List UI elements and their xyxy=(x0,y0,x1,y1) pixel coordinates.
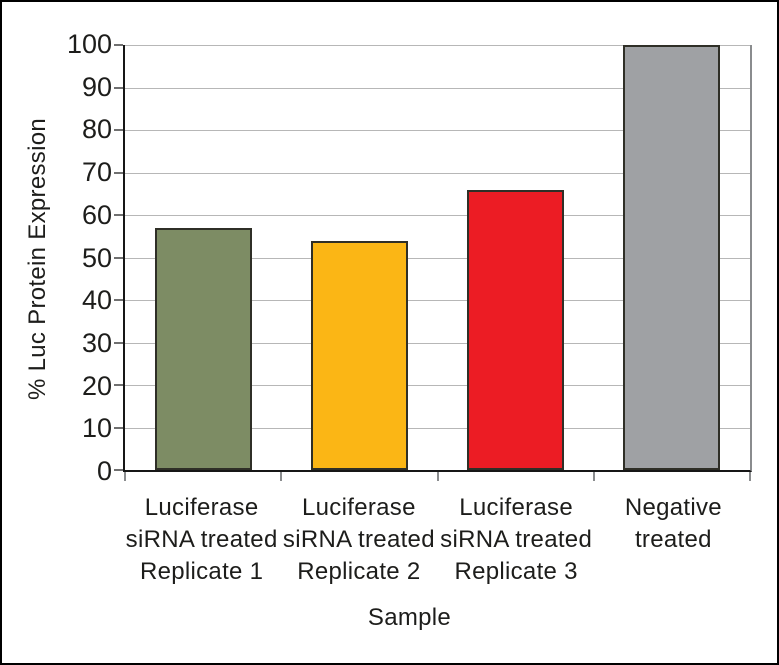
gridline-40 xyxy=(125,300,750,301)
y-tick-label-0: 0 xyxy=(96,456,112,486)
x-category-label-line: Luciferase xyxy=(302,494,416,521)
y-tick-mark-10 xyxy=(114,426,123,429)
x-tick-mark-0 xyxy=(124,472,126,481)
y-tick-label-40: 40 xyxy=(81,285,112,316)
gridline-80 xyxy=(125,130,750,131)
y-tick-mark-70 xyxy=(114,171,123,174)
bar-series xyxy=(125,45,750,470)
x-axis-title: Sample xyxy=(367,604,452,631)
x-category-label-line: siRNA treated xyxy=(125,526,278,553)
bar-4 xyxy=(623,45,721,470)
x-category-label-line: Replicate 2 xyxy=(297,558,421,585)
bar-slot-1 xyxy=(125,45,281,470)
bar-2 xyxy=(310,240,408,470)
x-tick-mark-4 xyxy=(749,472,751,481)
gridline-60 xyxy=(125,215,750,216)
y-tick-mark-30 xyxy=(114,341,123,344)
gridline-30 xyxy=(125,342,750,344)
x-category-label-line: siRNA treated xyxy=(282,526,435,553)
x-category-label-line: Replicate 3 xyxy=(454,558,578,585)
x-category-label-line: Luciferase xyxy=(459,494,573,521)
gridline-10 xyxy=(125,427,750,429)
gridline-90 xyxy=(125,87,750,89)
bar-slot-2 xyxy=(281,45,437,470)
y-tick-label-50: 50 xyxy=(81,242,112,273)
x-category-label-line: siRNA treated xyxy=(440,526,593,553)
x-category-labels: Luciferase siRNA treated Replicate 1 Lucife… xyxy=(123,492,752,588)
x-tick-mark-2 xyxy=(436,472,439,481)
x-category-label-line: Replicate 1 xyxy=(139,558,264,585)
plot-area xyxy=(114,44,752,481)
y-tick-label-20: 20 xyxy=(81,370,112,401)
x-category-label-line: Negative xyxy=(624,494,722,521)
gridline-20 xyxy=(125,385,750,386)
x-category-label-line: Luciferase xyxy=(144,494,259,521)
x-category-label-1: Luciferase siRNA treated Replicate 1 xyxy=(123,492,280,588)
y-tick-label-90: 90 xyxy=(81,71,112,102)
y-tick-mark-100 xyxy=(114,44,123,46)
bar-slot-4 xyxy=(594,45,750,470)
gridline-50 xyxy=(125,257,750,259)
x-tick-mark-3 xyxy=(592,472,595,481)
x-category-label-4: Negative treated xyxy=(595,492,752,588)
y-tick-label-10: 10 xyxy=(81,413,112,444)
y-tick-label-80: 80 xyxy=(81,114,112,145)
bar-3 xyxy=(467,189,565,470)
gridline-70 xyxy=(125,172,750,174)
y-tick-label-70: 70 xyxy=(81,157,112,188)
x-category-label-3: Luciferase siRNA treated Replicate 3 xyxy=(438,492,595,588)
y-tick-mark-90 xyxy=(114,86,123,89)
x-tick-mark-1 xyxy=(280,472,283,481)
y-tick-mark-0 xyxy=(114,469,123,471)
bar-1 xyxy=(154,227,252,470)
x-category-label-2: Luciferase siRNA treated Replicate 2 xyxy=(280,492,437,588)
y-tick-label-100: 100 xyxy=(66,29,112,59)
y-tick-label-30: 30 xyxy=(81,327,112,358)
y-tick-mark-20 xyxy=(114,384,123,386)
y-tick-label-60: 60 xyxy=(81,199,112,230)
y-tick-mark-50 xyxy=(114,256,123,259)
y-tick-mark-60 xyxy=(114,214,123,216)
y-tick-mark-40 xyxy=(114,299,123,301)
bar-slot-3 xyxy=(438,45,594,470)
x-category-label-line: treated xyxy=(634,526,712,553)
y-tick-mark-80 xyxy=(114,129,123,131)
gridline-100 xyxy=(125,45,750,46)
